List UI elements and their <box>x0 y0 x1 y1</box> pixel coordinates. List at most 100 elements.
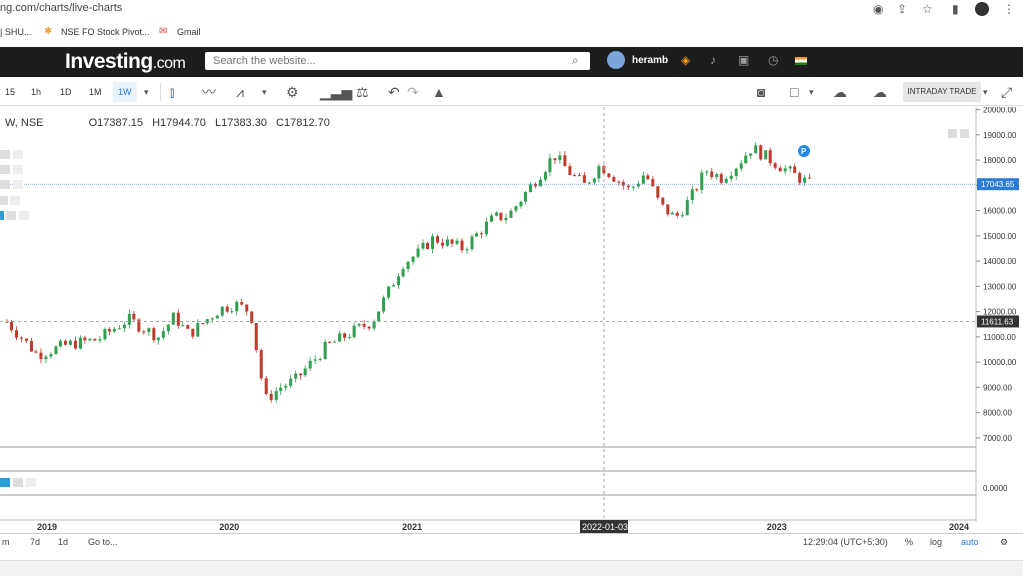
candle-body <box>475 233 479 237</box>
layout-icon[interactable]: □ <box>790 84 799 100</box>
candle-body <box>666 204 670 215</box>
candle-body <box>382 297 386 312</box>
camera-icon[interactable]: ◙ <box>757 84 766 100</box>
candle-body <box>661 197 665 205</box>
pivot-marker[interactable] <box>798 145 810 157</box>
candle-body <box>446 239 450 246</box>
range-button[interactable]: 1d <box>58 537 69 547</box>
symbol-label[interactable]: W, NSE <box>5 117 44 129</box>
eye-icon[interactable] <box>0 211 4 220</box>
close-icon[interactable] <box>19 211 29 220</box>
bell-icon[interactable]: ♪ <box>710 53 716 67</box>
interval-1d[interactable]: 1D <box>60 87 72 97</box>
chevron-down-icon[interactable]: ▾ <box>809 87 814 97</box>
alert-icon[interactable]: ▲ <box>432 84 446 100</box>
close-icon[interactable] <box>10 196 20 205</box>
pane-up-icon[interactable] <box>948 129 957 138</box>
interval-1h[interactable]: 1h <box>31 87 42 97</box>
candle-body <box>406 261 410 269</box>
eye-icon[interactable]: ◉ <box>873 2 884 16</box>
eye-icon[interactable] <box>0 165 10 174</box>
percent-toggle[interactable]: % <box>905 537 914 547</box>
candle-body <box>754 145 758 154</box>
close-icon[interactable] <box>13 180 23 189</box>
high-value: H17944.70 <box>152 117 206 129</box>
range-button[interactable]: m <box>2 537 10 547</box>
close-icon[interactable] <box>13 165 23 174</box>
candle-body <box>788 166 792 169</box>
settings-icon[interactable] <box>13 478 23 487</box>
search-input[interactable] <box>205 52 590 70</box>
flag-icon[interactable] <box>795 57 807 65</box>
profile-avatar[interactable] <box>975 2 989 16</box>
url-text[interactable]: ng.com/charts/live-charts <box>0 2 123 14</box>
close-icon[interactable] <box>26 478 36 487</box>
candle-body <box>181 325 185 327</box>
eye-icon[interactable] <box>0 478 10 487</box>
y-tick-label: 8000.00 <box>983 409 1012 418</box>
eye-icon[interactable] <box>0 196 8 205</box>
cloud-load-icon[interactable]: ☁ <box>833 84 847 100</box>
candle-body <box>58 340 62 347</box>
crosshair-price-label: 11611.63 <box>981 317 1014 326</box>
chevron-down-icon[interactable]: ▾ <box>983 87 988 97</box>
candle-body <box>397 276 401 286</box>
sidepanel-icon[interactable]: ▮ <box>952 2 959 16</box>
y-tick-label: 13000.00 <box>983 282 1017 291</box>
candle-body <box>489 215 493 222</box>
line-chart-icon[interactable]: 〰 <box>202 84 216 100</box>
redo-icon[interactable]: ↷ <box>407 84 419 100</box>
undo-icon[interactable]: ↶ <box>388 84 400 100</box>
candle-body <box>592 178 596 183</box>
bookmark-item[interactable]: NSE FO Stock Pivot... <box>61 27 150 37</box>
eye-icon[interactable] <box>0 180 10 189</box>
clock-icon[interactable]: ◷ <box>768 53 779 67</box>
interval-15[interactable]: 15 <box>5 87 16 97</box>
candle-body <box>612 177 616 182</box>
interval-1w[interactable]: 1W <box>113 82 137 102</box>
gear-icon[interactable]: ⚙ <box>1000 537 1009 547</box>
intraday-trade-button[interactable]: INTRADAY TRADE <box>903 82 981 102</box>
share-icon[interactable]: ⇪ <box>897 2 908 16</box>
cloud-save-icon[interactable]: ☁ <box>873 84 887 100</box>
y-tick-label: 10000.00 <box>983 358 1017 367</box>
candle-body <box>705 171 709 173</box>
portfolio-icon[interactable]: ▣ <box>738 53 750 67</box>
settings-icon[interactable] <box>6 211 16 220</box>
site-logo[interactable]: Investing.com <box>65 50 186 74</box>
menu-icon[interactable]: ⋮ <box>1003 2 1015 16</box>
time-axis: 2019 2020 2021 2023 2024 <box>37 522 969 532</box>
candles-icon[interactable]: ⫾ <box>170 84 175 100</box>
pro-icon[interactable]: ◈ <box>681 53 691 67</box>
interval-1m[interactable]: 1M <box>89 87 102 97</box>
auto-toggle[interactable]: auto <box>961 537 979 547</box>
bookmark-item[interactable]: Gmail <box>177 27 201 37</box>
star-icon[interactable]: ☆ <box>922 2 933 16</box>
bar-chart-icon[interactable]: ▁▃▅ <box>320 84 353 100</box>
bookmark-item[interactable]: | SHU... <box>0 27 32 37</box>
address-bar[interactable]: ng.com/charts/live-charts ◉ ⇪ ☆ ▮ ⋮ <box>0 0 1023 18</box>
log-toggle[interactable]: log <box>930 537 943 547</box>
candle-body <box>377 311 381 322</box>
candle-body <box>93 338 97 341</box>
candle-body <box>328 341 332 343</box>
price-chart[interactable]: 20000.0019000.0018000.0017000.0016000.00… <box>0 107 1023 533</box>
chevron-down-icon[interactable]: ▾ <box>262 87 267 97</box>
indicator-icon[interactable]: ⩘ <box>236 84 244 100</box>
compare-icon[interactable]: ⚖ <box>356 84 369 100</box>
range-button[interactable]: 7d <box>30 537 41 547</box>
goto-button[interactable]: Go to... <box>88 537 118 547</box>
eye-icon[interactable] <box>0 150 10 159</box>
gear-icon[interactable]: ⚙ <box>286 84 299 100</box>
candle-body <box>470 236 474 250</box>
search-icon[interactable]: ⌕ <box>572 53 579 67</box>
avatar[interactable] <box>607 51 625 69</box>
y-tick-label: 9000.00 <box>983 383 1012 392</box>
fullscreen-icon[interactable]: ⤢ <box>1001 84 1013 100</box>
candle-body <box>558 155 562 161</box>
pane-maximize-icon[interactable] <box>960 129 969 138</box>
chevron-down-icon[interactable]: ▾ <box>144 87 149 97</box>
candle-body <box>700 172 704 190</box>
username[interactable]: heramb <box>632 55 669 66</box>
close-icon[interactable] <box>13 150 23 159</box>
